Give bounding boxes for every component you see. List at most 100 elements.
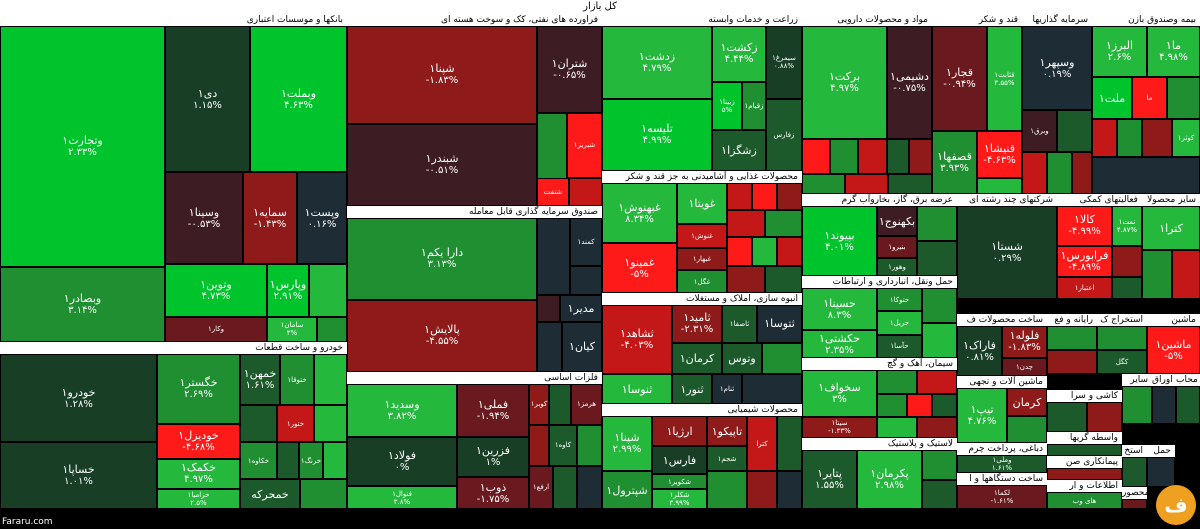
stock-tile[interactable]: تاپیکو۱ bbox=[707, 416, 747, 446]
stock-tile[interactable] bbox=[1117, 119, 1142, 157]
sector-header[interactable]: قند و شکر bbox=[932, 14, 1022, 26]
stock-tile[interactable] bbox=[1007, 416, 1047, 443]
stock-tile[interactable] bbox=[747, 471, 777, 509]
stock-tile[interactable] bbox=[1176, 386, 1200, 424]
stock-tile[interactable]: خکاوه۱ bbox=[240, 442, 277, 480]
stock-tile[interactable]: غویتا۱ bbox=[677, 183, 727, 224]
stock-tile[interactable] bbox=[1147, 457, 1175, 487]
stock-tile[interactable]: کیان۱ bbox=[562, 321, 602, 372]
stock-tile[interactable] bbox=[1122, 386, 1152, 424]
stock-tile[interactable] bbox=[1122, 499, 1147, 509]
sector-header[interactable]: بیمه وصندوق بازن bbox=[1092, 14, 1200, 26]
stock-tile[interactable]: کترا bbox=[747, 416, 777, 471]
sector-header[interactable]: صندوق سرمایه گذاری قابل معامله bbox=[347, 206, 602, 218]
stock-tile[interactable]: حآسا۱ bbox=[877, 334, 922, 358]
stock-tile[interactable]: حتوکا۱ bbox=[877, 288, 922, 312]
stock-tile[interactable]: ثاصفا۱ bbox=[722, 305, 757, 343]
stock-tile[interactable]: فارس۱ bbox=[652, 446, 707, 474]
sector-header[interactable]: حمل bbox=[1147, 445, 1175, 457]
stock-tile[interactable]: شکلر۱ ۳.۹۹% bbox=[652, 489, 707, 509]
stock-tile[interactable] bbox=[907, 393, 932, 417]
stock-tile[interactable] bbox=[777, 416, 802, 471]
stock-tile[interactable] bbox=[1057, 110, 1092, 152]
stock-tile[interactable] bbox=[317, 316, 347, 342]
stock-tile[interactable] bbox=[727, 210, 765, 238]
sector-header[interactable]: استخ bbox=[1122, 445, 1147, 457]
stock-tile[interactable]: البرز۱ ۲.۶% bbox=[1092, 26, 1147, 78]
stock-tile[interactable] bbox=[1072, 152, 1092, 194]
stock-tile[interactable]: ثتوسا۱ bbox=[757, 305, 802, 343]
stock-tile[interactable]: برکت۱ ۴.۹۷% bbox=[802, 26, 887, 139]
stock-tile[interactable]: وبصادر۱ ۳.۱۴% bbox=[0, 266, 165, 342]
stock-tile[interactable]: شستا۱ ۰.۲۹% bbox=[957, 206, 1057, 299]
stock-tile[interactable] bbox=[765, 210, 802, 238]
sector-header[interactable]: محاب bbox=[1176, 374, 1200, 386]
stock-tile[interactable]: کرمان۱ bbox=[672, 342, 722, 375]
stock-tile[interactable]: غنوش۱ bbox=[677, 223, 727, 248]
stock-tile[interactable] bbox=[917, 206, 957, 241]
stock-tile[interactable]: شکویر۱ bbox=[652, 474, 707, 489]
stock-tile[interactable]: ثنور۱ bbox=[672, 374, 712, 404]
stock-tile[interactable]: فولاد۱ ۰% bbox=[347, 436, 457, 487]
stock-tile[interactable] bbox=[922, 323, 957, 358]
stock-tile[interactable]: وملی۱ ۱.۶۱% bbox=[957, 455, 1047, 473]
sector-header[interactable]: محصولات غذایی و آشامیدنی به جز قند و شکر bbox=[602, 171, 802, 183]
stock-tile[interactable]: وسینا۱ -۰.۵۳% bbox=[165, 172, 243, 264]
stock-tile[interactable]: وبشهر bbox=[1047, 444, 1122, 456]
stock-tile[interactable]: دارا یکم۱ ۳.۱۳% bbox=[347, 218, 537, 300]
stock-tile[interactable] bbox=[727, 183, 752, 211]
stock-tile[interactable]: سامان۱ ۳% bbox=[267, 316, 317, 342]
stock-tile[interactable]: ماشین۱ -۵% bbox=[1147, 326, 1200, 374]
stock-tile[interactable] bbox=[877, 370, 917, 394]
stock-tile[interactable] bbox=[707, 471, 747, 509]
stock-tile[interactable] bbox=[1167, 77, 1200, 120]
stock-tile[interactable]: شپنا۱ ۲.۹۹% bbox=[602, 416, 652, 471]
stock-tile[interactable]: وپارس۱ ۲.۹۱% bbox=[267, 263, 309, 317]
stock-tile[interactable] bbox=[922, 480, 957, 509]
sector-header[interactable]: اطلاعات و ار bbox=[1047, 480, 1122, 492]
stock-tile[interactable] bbox=[1172, 250, 1200, 299]
stock-tile[interactable]: ملت۱ bbox=[1092, 77, 1132, 120]
stock-tile[interactable]: حریل۱ bbox=[877, 311, 922, 335]
stock-tile[interactable]: وسدید۱ ۳.۸۲% bbox=[347, 384, 457, 437]
stock-tile[interactable]: زبینا۱ ۵% bbox=[712, 81, 742, 130]
stock-tile[interactable]: ما۱ ۴.۹۸% bbox=[1147, 26, 1200, 78]
sector-header[interactable]: استخراج ک bbox=[1097, 314, 1147, 326]
stock-tile[interactable] bbox=[922, 450, 957, 480]
sector-header[interactable]: زراعت و خدمات وابسته bbox=[602, 14, 802, 26]
sector-header[interactable]: ساخت دستگاهها و ا bbox=[957, 473, 1047, 485]
stock-tile[interactable]: ارژیا۱ bbox=[652, 416, 707, 446]
stock-tile[interactable]: وهور۱ bbox=[877, 258, 917, 276]
stock-tile[interactable]: اعتبار۱ bbox=[1057, 276, 1112, 299]
stock-tile[interactable]: دشیمی۱ -۰.۷۵% bbox=[887, 26, 932, 139]
stock-tile[interactable]: سیتا۱ -۱.۳۳% bbox=[802, 416, 877, 438]
stock-tile[interactable]: ثشاهد۱ -۴.۰۳% bbox=[602, 305, 672, 375]
stock-tile[interactable] bbox=[888, 174, 932, 194]
sector-header[interactable]: سرمایه گذاریها bbox=[1022, 14, 1092, 26]
stock-tile[interactable]: خگستر۱ ۲.۶۹% bbox=[157, 354, 240, 424]
stock-tile[interactable]: خمحرکه bbox=[240, 479, 300, 509]
stock-tile[interactable] bbox=[917, 416, 957, 438]
stock-tile[interactable]: وتوین۱ ۴.۷۳% bbox=[165, 263, 267, 317]
sector-header[interactable]: سیمان، آهک و گچ bbox=[802, 358, 957, 370]
stock-tile[interactable] bbox=[845, 174, 888, 194]
stock-tile[interactable] bbox=[1152, 386, 1176, 424]
stock-tile[interactable] bbox=[777, 471, 802, 509]
sector-header[interactable]: پیمانکاری صن bbox=[1047, 456, 1122, 468]
stock-tile[interactable]: بنیرو۱ bbox=[877, 236, 917, 258]
stock-tile[interactable]: غبهنوش۱ ۸.۳۴% bbox=[602, 183, 677, 244]
stock-tile[interactable]: فلوله۱ -۱.۸۳% bbox=[1002, 326, 1047, 358]
stock-tile[interactable] bbox=[1047, 152, 1072, 194]
sector-header[interactable]: شرکتهای چند رشته ای bbox=[957, 194, 1057, 206]
stock-tile[interactable]: سخواف۱ ۳% bbox=[802, 370, 877, 417]
stock-tile[interactable]: فاراک۱ ۰.۸۱% bbox=[957, 326, 1002, 376]
stock-tile[interactable] bbox=[752, 183, 777, 211]
stock-tile[interactable] bbox=[917, 370, 957, 394]
stock-tile[interactable] bbox=[569, 177, 602, 206]
sector-header[interactable]: رایانه و فع bbox=[1047, 314, 1097, 326]
sector-header[interactable]: محصولات شیمیایی bbox=[602, 404, 802, 416]
stock-tile[interactable]: کگل bbox=[1097, 350, 1147, 374]
stock-tile[interactable] bbox=[922, 288, 957, 324]
stock-tile[interactable] bbox=[802, 139, 830, 174]
stock-tile[interactable]: شپترول۱ bbox=[602, 471, 652, 509]
